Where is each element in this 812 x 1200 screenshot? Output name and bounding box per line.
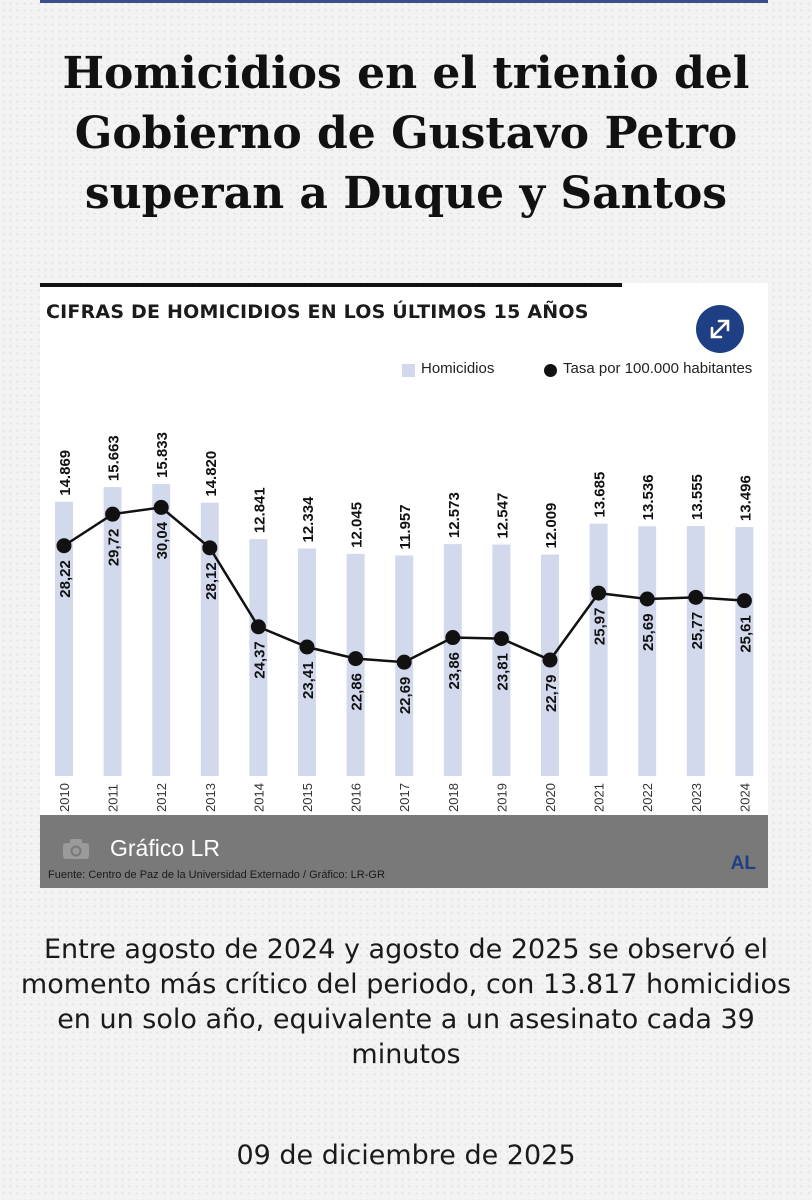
rate-value-label: 25,77 (689, 612, 706, 650)
x-tick-label: 2019 (494, 783, 509, 812)
top-rule (40, 0, 768, 3)
bar-2010 (55, 501, 73, 776)
summary-text: Entre agosto de 2024 y agosto de 2025 se… (20, 934, 792, 1071)
x-tick-label: 2018 (446, 783, 461, 812)
x-tick-label: 2013 (203, 783, 218, 812)
rate-point-2023 (688, 589, 704, 605)
bar-2022 (638, 526, 657, 776)
camera-icon (63, 839, 89, 859)
x-tick-label: 2016 (349, 783, 364, 812)
rate-value-label: 28,22 (57, 560, 74, 598)
rate-point-2021 (591, 585, 607, 601)
rate-value-label: 23,41 (300, 661, 317, 699)
bar-2024 (735, 527, 754, 776)
bar-value-label: 15.833 (154, 432, 171, 478)
rate-point-2024 (736, 593, 752, 609)
bar-2021 (589, 523, 608, 776)
chart-title: CIFRAS DE HOMICIDIOS EN LOS ÚLTIMOS 15 A… (46, 301, 589, 323)
chart-plot: 14.869 15.663 15.833 14.820 12.841 12.334 12.0… (55, 432, 754, 812)
rate-point-2010 (56, 538, 72, 554)
x-tick-label: 2021 (592, 783, 607, 812)
rate-value-label: 25,61 (737, 615, 754, 653)
bar-value-label: 12.009 (543, 503, 560, 549)
bar-value-label: 12.045 (349, 502, 366, 548)
headline: Homicidios en el trienio del Gobierno de… (62, 48, 750, 219)
bar-value-label: 12.841 (251, 487, 268, 533)
rate-point-2017 (396, 654, 412, 670)
bar-2014 (249, 539, 268, 776)
bar-2018 (443, 544, 462, 776)
bar-2019 (492, 544, 511, 776)
bar-value-label: 12.573 (446, 492, 463, 538)
rate-value-label: 22,79 (543, 675, 560, 713)
footer-source: Fuente: Centro de Paz de la Universidad … (48, 869, 385, 881)
rate-value-label: 25,69 (640, 613, 657, 651)
x-tick-label: 2020 (543, 783, 558, 812)
bar-value-label: 12.547 (494, 493, 511, 539)
rate-point-2013 (202, 540, 218, 556)
bar-2015 (298, 548, 316, 776)
x-tick-label: 2014 (251, 783, 266, 812)
rate-point-2019 (493, 631, 509, 647)
x-tick-label: 2022 (640, 783, 655, 812)
legend-swatch-dot (544, 364, 557, 377)
bar-value-label: 14.869 (57, 450, 74, 496)
bar-value-label: 13.536 (640, 474, 657, 520)
x-tick-label: 2015 (300, 783, 315, 812)
bar-value-label: 13.685 (592, 472, 609, 518)
rate-point-2012 (153, 499, 169, 515)
rate-point-2015 (299, 639, 315, 655)
rate-value-label: 29,72 (106, 529, 123, 567)
legend-label-tasa: Tasa por 100.000 habitantes (563, 360, 753, 377)
expand-arrows-icon (710, 319, 730, 339)
rate-value-label: 24,37 (251, 641, 268, 679)
x-tick-label: 2017 (397, 783, 412, 812)
rate-point-2022 (639, 591, 655, 607)
bar-value-label: 15.663 (106, 435, 123, 481)
footer-bar: Gráfico LR AL Fuente: Centro de Paz de l… (40, 815, 768, 888)
x-tick-label: 2023 (689, 783, 704, 812)
rate-point-2016 (348, 651, 364, 667)
bar-value-label: 14.820 (203, 451, 220, 497)
rate-value-label: 25,97 (592, 608, 609, 646)
rate-value-label: 22,86 (349, 673, 366, 711)
bar-value-label: 12.334 (300, 496, 317, 543)
bar-2012 (152, 483, 171, 776)
rate-value-label: 28,12 (203, 562, 220, 600)
bar-value-label: 11.957 (397, 504, 414, 549)
x-tick-label: 2011 (106, 784, 121, 812)
rate-value-label: 30,04 (154, 521, 171, 559)
rate-point-2014 (250, 619, 266, 635)
rate-value-label: 22,69 (397, 677, 414, 715)
rate-value-label: 23,86 (446, 652, 463, 690)
bar-value-label: 13.496 (737, 475, 754, 521)
bar-2013 (200, 502, 219, 776)
rate-point-2011 (105, 506, 121, 522)
expand-button[interactable] (696, 305, 744, 353)
rate-point-2020 (542, 652, 558, 668)
bar-value-label: 13.555 (689, 474, 706, 520)
bar-2023 (686, 525, 705, 776)
legend-label-homicidios: Homicidios (421, 360, 495, 377)
legend-swatch-bar (402, 364, 415, 377)
rate-value-label: 23,81 (494, 653, 511, 691)
footer-title: Gráfico LR (110, 835, 220, 861)
footer-logo: AL (730, 853, 756, 874)
x-tick-label: 2012 (154, 783, 169, 812)
bar-2011 (103, 487, 122, 776)
rate-point-2018 (445, 630, 461, 646)
card-rule (40, 283, 622, 287)
x-tick-label: 2010 (57, 783, 72, 812)
chart-card: CIFRAS DE HOMICIDIOS EN LOS ÚLTIMOS 15 A… (40, 283, 768, 888)
x-tick-label: 2024 (737, 783, 752, 812)
date-text: 09 de diciembre de 2025 (236, 1140, 576, 1171)
